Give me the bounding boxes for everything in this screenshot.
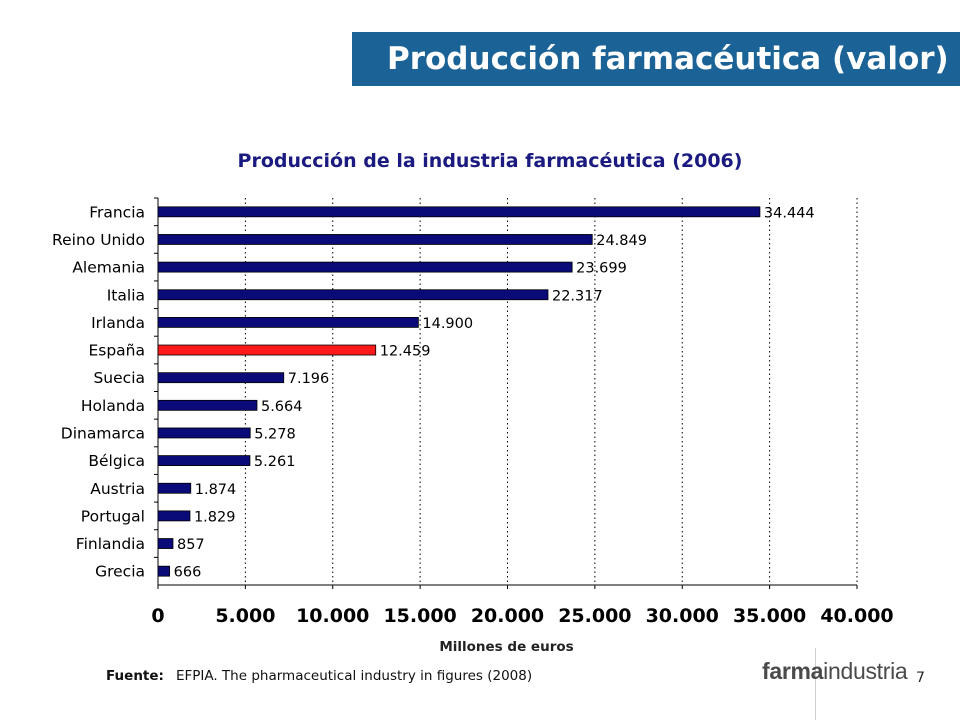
- bar: [157, 289, 549, 301]
- x-tick-label: 25.000: [558, 605, 631, 627]
- data-label: 14.900: [422, 316, 473, 332]
- farmaindustria-logo: farmaindustria: [762, 658, 908, 685]
- data-label: 12.459: [380, 344, 431, 360]
- data-label: 34.444: [764, 205, 815, 221]
- category-label: Reino Unido: [52, 231, 145, 249]
- data-label: 5.664: [261, 399, 303, 415]
- category-label: Dinamarca: [61, 424, 145, 442]
- data-label: 7.196: [288, 371, 330, 387]
- x-tick-label: 10.000: [296, 605, 369, 627]
- x-tick-label: 20.000: [471, 605, 544, 627]
- bar: [157, 206, 761, 218]
- source-note: Fuente: EFPIA. The pharmaceutical industr…: [106, 668, 532, 684]
- category-label: Italia: [107, 286, 145, 304]
- bar: [157, 482, 192, 494]
- category-label: Austria: [90, 480, 145, 498]
- x-tick-label: 35.000: [733, 605, 806, 627]
- category-label: Holanda: [81, 397, 145, 415]
- category-label: Portugal: [81, 507, 145, 525]
- bar: [157, 538, 174, 549]
- data-label: 22.317: [552, 288, 603, 304]
- source-text: EFPIA. The pharmaceutical industry in fi…: [175, 668, 533, 684]
- bar: [157, 427, 251, 439]
- data-label: 1.829: [194, 509, 236, 525]
- data-label: 666: [174, 565, 202, 581]
- x-tick-label: 15.000: [383, 605, 456, 627]
- bar: [157, 510, 191, 522]
- slide-title-banner: Producción farmacéutica (valor): [352, 32, 960, 86]
- x-axis-title: Millones de euros: [439, 639, 573, 655]
- slide-title: Producción farmacéutica (valor): [387, 41, 949, 77]
- data-label: 23.699: [576, 261, 627, 277]
- x-tick-label: 0: [151, 605, 164, 627]
- bar: [157, 565, 171, 577]
- bar: [157, 234, 593, 245]
- logo-text-bold: farma: [762, 658, 824, 684]
- page-number: 7: [916, 670, 925, 686]
- x-tick-label: 30.000: [646, 605, 719, 627]
- bar: [157, 399, 258, 411]
- chart-title: Producción de la industria farmacéutica …: [237, 150, 743, 172]
- bar: [157, 344, 377, 356]
- x-tick-label: 40.000: [820, 605, 893, 627]
- logo-text-light: industria: [823, 658, 908, 684]
- data-label: 1.874: [195, 482, 237, 498]
- source-label: Fuente:: [106, 668, 164, 684]
- bar: [157, 372, 285, 384]
- data-label: 24.849: [596, 233, 647, 249]
- category-label: España: [88, 342, 145, 360]
- data-label: 857: [177, 537, 205, 553]
- data-label: 5.278: [254, 426, 296, 442]
- bar: [157, 316, 419, 328]
- category-label: Bélgica: [88, 452, 145, 470]
- bar: [157, 261, 573, 273]
- category-label: Alemania: [72, 259, 145, 277]
- category-label: Grecia: [95, 563, 145, 581]
- category-label: Finlandia: [76, 535, 145, 553]
- logo-divider: [815, 648, 816, 720]
- x-tick-label: 5.000: [215, 605, 275, 627]
- category-label: Suecia: [93, 369, 145, 387]
- category-label: Francia: [89, 203, 145, 221]
- bar: [157, 455, 251, 467]
- data-label: 5.261: [254, 454, 296, 470]
- category-label: Irlanda: [91, 314, 145, 332]
